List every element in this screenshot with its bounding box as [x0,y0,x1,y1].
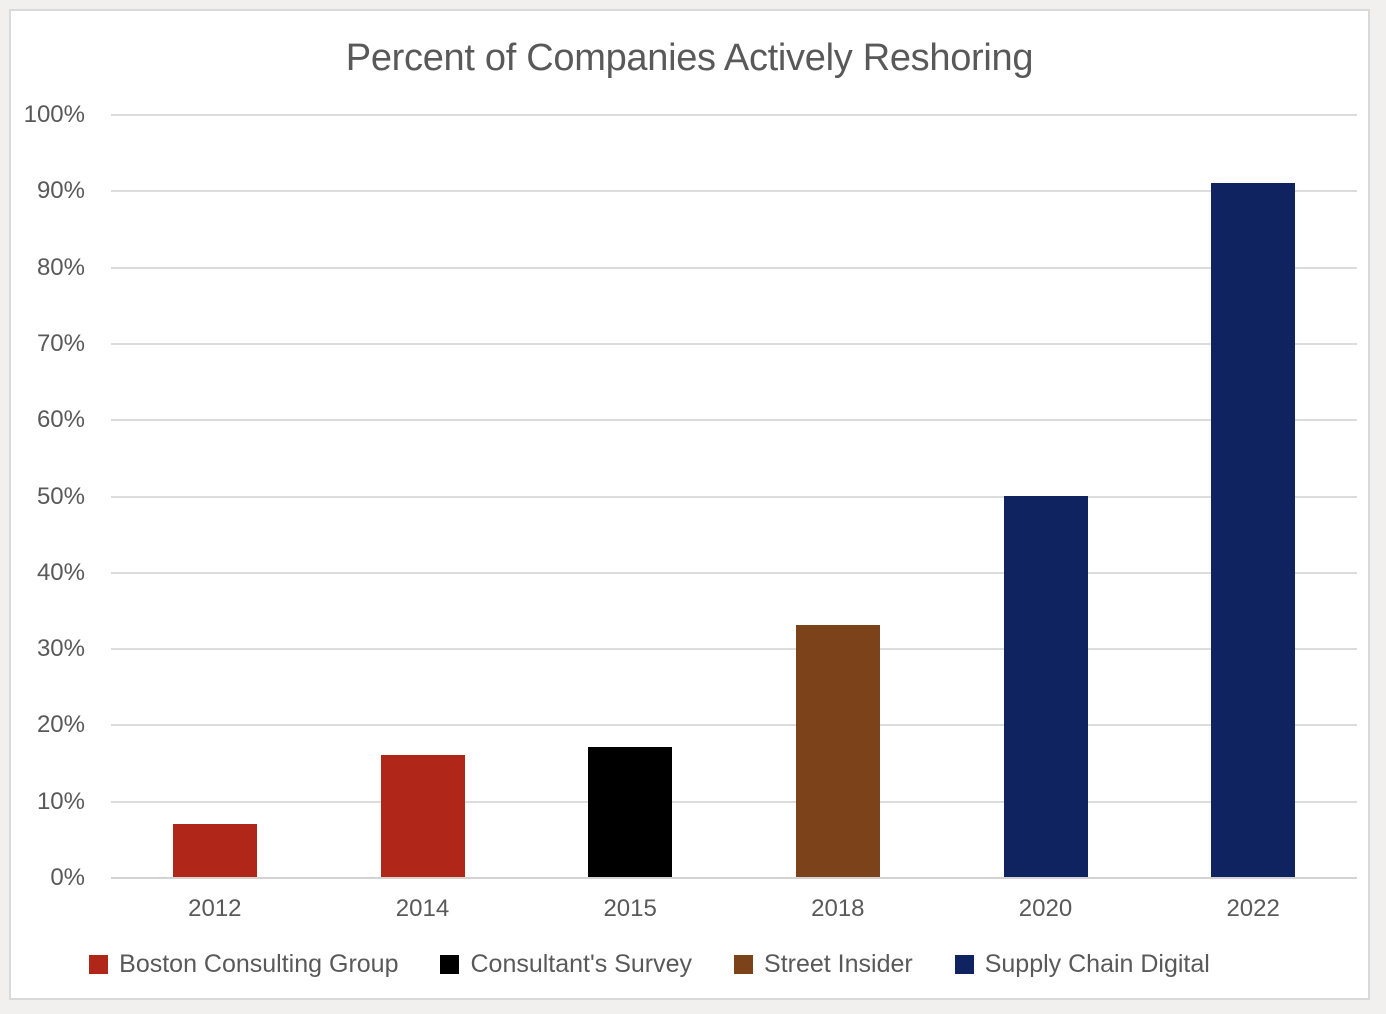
x-tick-label-2014: 2014 [395,895,450,922]
x-tick-label-2020: 2020 [1018,895,1073,922]
gridline-20% [111,724,1357,727]
legend-item-consultant-s-survey[interactable]: Consultant's Survey [440,950,692,979]
legend-swatch-icon [89,955,109,974]
legend-item-boston-consulting-group[interactable]: Boston Consulting Group [89,950,398,979]
legend-item-street-insider[interactable]: Street Insider [734,950,913,979]
gridline-0% [111,877,1357,879]
gridline-10% [111,800,1357,803]
bar-2020[interactable] [1003,495,1088,877]
bar-2015[interactable] [588,747,673,877]
gridline-70% [111,342,1357,345]
chart-frame[interactable]: Percent of Companies Actively Reshoring … [9,9,1370,1000]
bar-2014[interactable] [380,754,465,877]
y-tick-label-30%: 30% [36,635,85,663]
legend-label: Consultant's Survey [470,950,693,978]
y-tick-label-10%: 10% [36,787,85,815]
legend-swatch-icon [440,955,460,974]
chart-legend: Boston Consulting Group Consultant's Surv… [0,950,1328,979]
y-tick-label-0%: 0% [50,864,85,891]
y-tick-label-40%: 40% [36,558,85,586]
gridline-30% [111,648,1357,651]
plot-area [111,114,1357,879]
y-tick-label-80%: 80% [36,253,85,281]
y-tick-label-50%: 50% [36,482,85,510]
legend-item-supply-chain-digital[interactable]: Supply Chain Digital [954,950,1210,979]
bar-2022[interactable] [1211,182,1296,877]
gridline-100% [111,114,1357,116]
x-tick-label-2022: 2022 [1226,895,1280,922]
bar-2018[interactable] [795,625,880,877]
legend-swatch-icon [954,955,974,974]
legend-swatch-icon [734,955,754,974]
x-tick-label-2018: 2018 [811,895,865,922]
legend-label: Street Insider [764,950,913,978]
gridline-90% [111,190,1357,193]
x-tick-label-2015: 2015 [603,895,657,922]
y-tick-label-60%: 60% [36,406,85,434]
x-tick-label-2012: 2012 [188,895,242,922]
y-tick-label-100%: 100% [23,101,85,128]
bar-2012[interactable] [172,823,257,877]
y-tick-label-20%: 20% [36,711,85,739]
legend-label: Supply Chain Digital [984,950,1210,978]
chart-title: Percent of Companies Actively Reshoring [345,37,1034,79]
y-tick-label-90%: 90% [36,177,85,205]
gridline-50% [111,495,1357,498]
gridline-80% [111,266,1357,269]
gridline-40% [111,571,1357,574]
gridline-60% [111,419,1357,422]
legend-label: Boston Consulting Group [119,950,399,978]
y-tick-label-70%: 70% [36,329,85,357]
